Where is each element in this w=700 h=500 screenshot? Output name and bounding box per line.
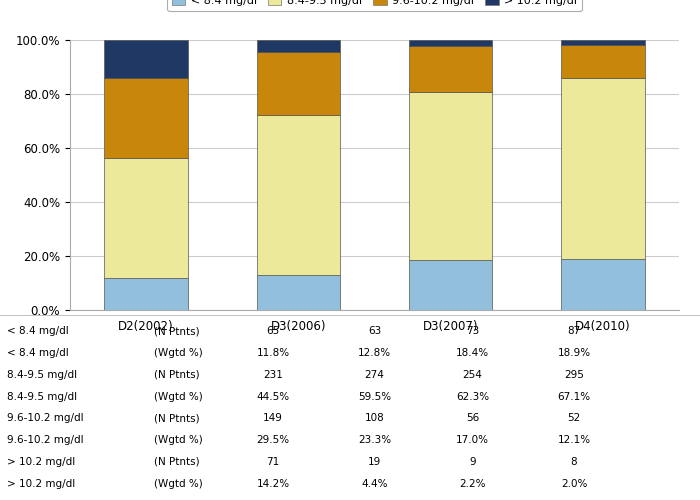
Text: 254: 254 [463,370,482,380]
Bar [104,78,188,158]
Text: 295: 295 [564,370,584,380]
Text: 12.8%: 12.8% [358,348,391,358]
Text: 274: 274 [365,370,384,380]
Text: 65: 65 [267,326,279,336]
Bar [561,45,645,78]
Text: 4.4%: 4.4% [361,478,388,488]
Text: (Wgtd %): (Wgtd %) [154,435,203,445]
Bar [561,40,645,45]
Text: > 10.2 mg/dl: > 10.2 mg/dl [7,478,76,488]
Text: 9.6-10.2 mg/dl: 9.6-10.2 mg/dl [7,435,83,445]
Bar [256,115,340,276]
Text: 62.3%: 62.3% [456,392,489,402]
Text: 18.4%: 18.4% [456,348,489,358]
Text: 9: 9 [469,457,476,467]
Bar [256,40,340,52]
Bar [409,40,493,46]
Text: 9.6-10.2 mg/dl: 9.6-10.2 mg/dl [7,414,83,424]
Text: 18.9%: 18.9% [557,348,591,358]
Text: 2.0%: 2.0% [561,478,587,488]
Text: 56: 56 [466,414,479,424]
Bar [104,278,188,310]
Text: 19: 19 [368,457,381,467]
Bar [104,40,188,78]
Bar [561,78,645,259]
Text: 73: 73 [466,326,479,336]
Text: 149: 149 [263,414,283,424]
Text: 17.0%: 17.0% [456,435,489,445]
Text: 8.4-9.5 mg/dl: 8.4-9.5 mg/dl [7,370,77,380]
Text: < 8.4 mg/dl: < 8.4 mg/dl [7,326,69,336]
Legend: < 8.4 mg/dl, 8.4-9.5 mg/dl, 9.6-10.2 mg/dl, > 10.2 mg/dl: < 8.4 mg/dl, 8.4-9.5 mg/dl, 9.6-10.2 mg/… [167,0,582,11]
Text: 231: 231 [263,370,283,380]
Bar [409,260,493,310]
Text: 63: 63 [368,326,381,336]
Text: 108: 108 [365,414,384,424]
Text: 14.2%: 14.2% [256,478,290,488]
Text: 2.2%: 2.2% [459,478,486,488]
Bar [409,92,493,260]
Bar [104,158,188,278]
Bar [256,276,340,310]
Text: 67.1%: 67.1% [557,392,591,402]
Text: 29.5%: 29.5% [256,435,290,445]
Text: 12.1%: 12.1% [557,435,591,445]
Text: 44.5%: 44.5% [256,392,290,402]
Bar [561,259,645,310]
Text: 11.8%: 11.8% [256,348,290,358]
Text: (N Ptnts): (N Ptnts) [154,370,199,380]
Text: (N Ptnts): (N Ptnts) [154,457,199,467]
Bar [409,46,493,92]
Text: 23.3%: 23.3% [358,435,391,445]
Text: > 10.2 mg/dl: > 10.2 mg/dl [7,457,76,467]
Bar [256,52,340,115]
Text: (Wgtd %): (Wgtd %) [154,478,203,488]
Text: (N Ptnts): (N Ptnts) [154,326,199,336]
Text: (Wgtd %): (Wgtd %) [154,392,203,402]
Text: 8.4-9.5 mg/dl: 8.4-9.5 mg/dl [7,392,77,402]
Text: 59.5%: 59.5% [358,392,391,402]
Text: (N Ptnts): (N Ptnts) [154,414,199,424]
Text: 8: 8 [570,457,578,467]
Text: (Wgtd %): (Wgtd %) [154,348,203,358]
Text: 87: 87 [568,326,580,336]
Text: < 8.4 mg/dl: < 8.4 mg/dl [7,348,69,358]
Text: 52: 52 [568,414,580,424]
Text: 71: 71 [267,457,279,467]
